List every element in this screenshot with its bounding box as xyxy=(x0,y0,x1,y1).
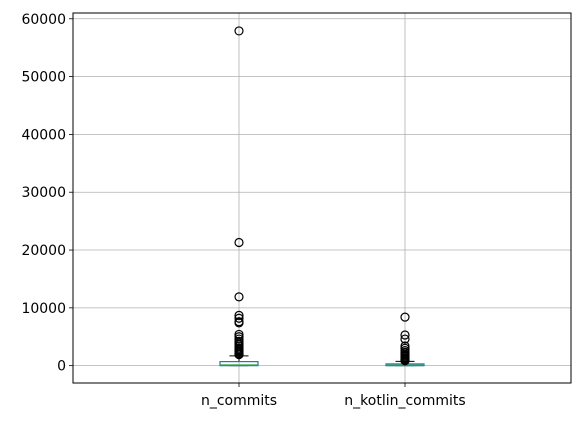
outlier-point xyxy=(234,350,244,360)
y-tick-label: 40000 xyxy=(21,127,66,143)
outlier-point xyxy=(234,329,244,340)
y-tick-label: 50000 xyxy=(21,70,66,86)
x-tick-label: n_kotlin_commits xyxy=(344,393,465,409)
y-tick-label: 20000 xyxy=(21,243,66,259)
outlier-point xyxy=(400,334,410,344)
outlier-point xyxy=(234,313,244,323)
box-group-n_commits xyxy=(219,26,259,367)
outlier-point xyxy=(400,312,410,322)
outlier-point xyxy=(400,356,410,366)
outlier-point xyxy=(400,330,410,340)
outlier-point xyxy=(234,318,244,328)
y-tick-label: 30000 xyxy=(21,185,66,201)
outlier-point xyxy=(234,292,244,302)
y-tick-label: 0 xyxy=(57,359,66,375)
axes-frame xyxy=(72,12,572,384)
outlier-point xyxy=(234,26,244,36)
y-tick-label: 60000 xyxy=(21,12,66,28)
x-tick-label: n_commits xyxy=(201,393,277,409)
box-group-n_kotlin_commits xyxy=(385,312,425,367)
outlier-point xyxy=(234,237,244,248)
y-tick-label: 10000 xyxy=(21,301,66,317)
